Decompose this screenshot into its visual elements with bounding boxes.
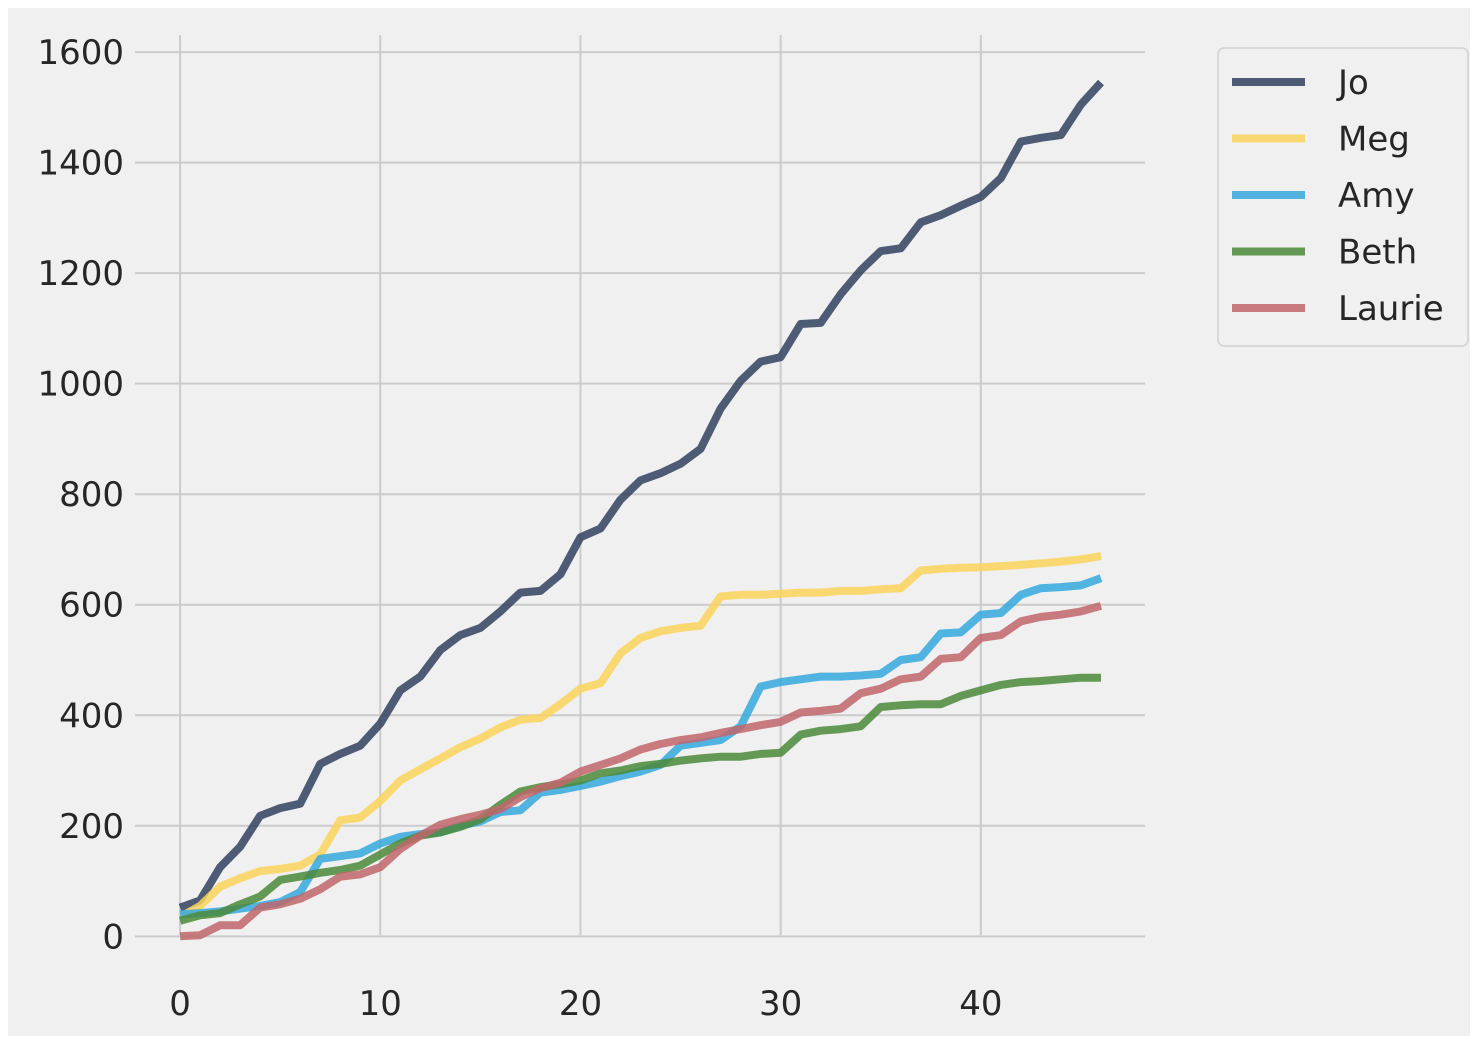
- x-tick-label: 20: [559, 984, 602, 1024]
- x-tick-labels: 0 10 20 30 40: [169, 984, 1002, 1024]
- y-tick-label: 800: [59, 475, 124, 515]
- series-line-amy: [179, 574, 1103, 919]
- legend-label-meg: Meg: [1338, 120, 1410, 160]
- legend-label-jo: Jo: [1336, 63, 1369, 103]
- y-tick-labels: 0 200 400 600 800 1000 1200 1400 1600: [37, 33, 124, 957]
- series-line-jo: [178, 79, 1104, 912]
- y-tick-label: 400: [59, 696, 124, 736]
- series-lines: [178, 79, 1104, 941]
- x-tick-label: 0: [169, 984, 191, 1024]
- x-tick-label: 40: [959, 984, 1002, 1024]
- series-line-meg: [178, 552, 1102, 921]
- legend-label-amy: Amy: [1338, 176, 1415, 216]
- y-tick-label: 1200: [37, 254, 124, 294]
- y-tick-label: 1000: [37, 365, 124, 405]
- legend-box: [1217, 47, 1469, 347]
- y-tick-label: 600: [59, 586, 124, 626]
- legend-label-laurie: Laurie: [1338, 289, 1444, 329]
- y-tick-label: 0: [102, 917, 124, 957]
- y-tick-label: 1600: [37, 33, 124, 73]
- series-line-beth: [179, 673, 1101, 925]
- y-tick-label: 200: [59, 807, 124, 847]
- x-tick-label: 10: [359, 984, 402, 1024]
- y-tick-label: 1400: [37, 144, 124, 184]
- legend: Jo Meg Amy Beth Laurie: [1217, 47, 1469, 347]
- series-line-laurie: [179, 601, 1103, 941]
- grid-lines: [135, 35, 1145, 938]
- x-tick-label: 30: [759, 984, 802, 1024]
- legend-label-beth: Beth: [1338, 233, 1417, 273]
